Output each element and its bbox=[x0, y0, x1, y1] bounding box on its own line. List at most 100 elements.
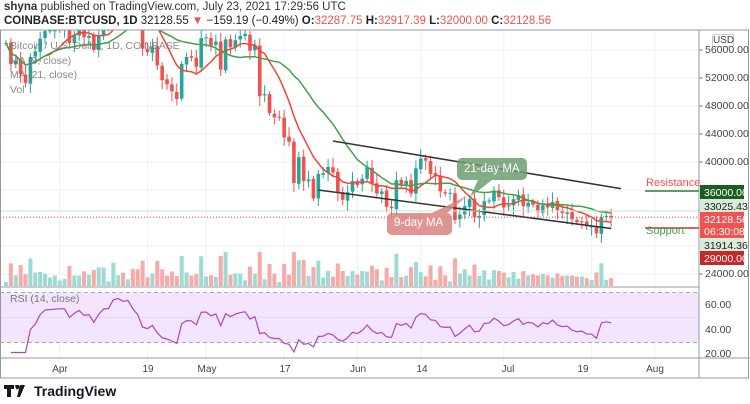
candle-body bbox=[223, 39, 228, 71]
candle-body bbox=[321, 173, 325, 175]
volume-bar bbox=[4, 282, 8, 286]
volume-bar bbox=[496, 271, 501, 286]
candle-body bbox=[492, 190, 496, 202]
candle-body bbox=[189, 56, 194, 58]
volume-bar bbox=[72, 275, 77, 286]
tradingview-logo: TradingView bbox=[4, 383, 116, 399]
volume-bar bbox=[472, 264, 477, 286]
time-tick-label: Jul bbox=[501, 364, 515, 375]
volume-bar bbox=[594, 272, 599, 286]
volume-bar bbox=[467, 275, 472, 286]
volume-bar bbox=[379, 280, 384, 286]
support-badge: 29000.00 bbox=[700, 251, 748, 265]
candle-body bbox=[609, 215, 613, 218]
volume-bar bbox=[374, 269, 379, 286]
candle-body bbox=[448, 192, 452, 194]
candle-body bbox=[101, 30, 106, 37]
volume-bar bbox=[189, 275, 194, 286]
volume-bar bbox=[384, 267, 389, 286]
candle-body bbox=[243, 33, 247, 36]
legend-volume: Vol bbox=[10, 83, 25, 96]
candle-body bbox=[287, 136, 291, 142]
volume-bar bbox=[492, 270, 496, 286]
volume-bar bbox=[77, 275, 82, 286]
time-tick-label: Apr bbox=[52, 364, 68, 375]
price-chart[interactable] bbox=[0, 0, 750, 380]
volume-bar bbox=[174, 275, 179, 286]
candle-body bbox=[131, 0, 135, 12]
volume-bar bbox=[86, 274, 91, 286]
candle-body bbox=[336, 171, 340, 193]
candle-body bbox=[126, 0, 130, 3]
candle-body bbox=[253, 45, 257, 51]
legend-ma21: MA (21, close) bbox=[10, 69, 78, 81]
outer-frame bbox=[0, 29, 749, 379]
volume-bar bbox=[301, 260, 306, 286]
chart-legend: Bitcoin / U.S. Dollar, 1D, COINBASE MA (… bbox=[10, 39, 180, 97]
volume-bar bbox=[184, 272, 189, 286]
volume-bar bbox=[82, 271, 87, 286]
volume-bar bbox=[409, 267, 414, 286]
candle-body bbox=[536, 204, 540, 212]
candle-body bbox=[238, 36, 243, 40]
candle-body bbox=[526, 202, 530, 207]
volume-bar bbox=[169, 271, 174, 286]
ma9-callout bbox=[387, 196, 467, 235]
candle-body bbox=[121, 0, 125, 2]
volume-bar bbox=[550, 277, 555, 286]
volume-bar bbox=[555, 273, 560, 286]
volume-bar bbox=[355, 274, 360, 286]
candle-body bbox=[340, 192, 345, 200]
volume-bar bbox=[43, 273, 48, 286]
price-tick-label: 40000.00 bbox=[705, 156, 749, 168]
volume-bar bbox=[52, 275, 57, 286]
candle-body bbox=[409, 180, 413, 194]
candle-body bbox=[375, 183, 379, 194]
volume-bar bbox=[96, 267, 101, 286]
volume-bar bbox=[360, 271, 365, 286]
candle-body bbox=[487, 200, 491, 202]
candle-body bbox=[370, 167, 374, 184]
volume-bar bbox=[140, 260, 145, 286]
volume-bar bbox=[404, 275, 409, 286]
resistance-badge: 36000.00 bbox=[700, 185, 748, 199]
volume-bar bbox=[506, 277, 511, 286]
candle-body bbox=[179, 64, 184, 99]
volume-bar bbox=[223, 252, 228, 286]
price-tick-label: 44000.00 bbox=[705, 128, 749, 140]
candle-body bbox=[267, 94, 272, 113]
candle-body bbox=[257, 45, 262, 97]
candle-body bbox=[23, 74, 28, 83]
volume-bar bbox=[482, 270, 487, 286]
candle-body bbox=[175, 92, 179, 99]
last-price: 32128.55 bbox=[140, 15, 189, 27]
low-label: L: bbox=[429, 15, 440, 27]
volume-bar bbox=[457, 273, 462, 286]
open-value: 32287.75 bbox=[314, 15, 363, 27]
volume-bar bbox=[106, 281, 111, 286]
candle-body bbox=[497, 190, 501, 197]
volume-bar bbox=[604, 279, 609, 286]
candle-body bbox=[575, 219, 579, 223]
ma9-badge: 31914.36 bbox=[700, 238, 748, 252]
candle-body bbox=[204, 37, 208, 39]
volume-bar bbox=[248, 266, 252, 286]
candle-body bbox=[72, 34, 77, 43]
volume-bar bbox=[262, 279, 267, 286]
volume-bar bbox=[452, 258, 457, 286]
candle-body bbox=[18, 59, 23, 75]
candle-body bbox=[136, 13, 140, 22]
resistance-label: Resistance bbox=[646, 177, 701, 189]
volume-bar bbox=[511, 272, 516, 286]
price-tick-label: 52000.00 bbox=[705, 72, 749, 84]
volume-bar bbox=[150, 273, 155, 286]
close-label: C: bbox=[491, 15, 504, 27]
price-tick-label: 24000.00 bbox=[705, 268, 749, 280]
rsi-label: RSI (14, close) bbox=[10, 293, 80, 305]
candle-body bbox=[43, 31, 47, 38]
candle-body bbox=[350, 180, 355, 192]
candle-body bbox=[209, 37, 213, 46]
candle-body bbox=[316, 173, 321, 199]
candle-body bbox=[92, 35, 96, 50]
volume-bar bbox=[423, 276, 428, 286]
